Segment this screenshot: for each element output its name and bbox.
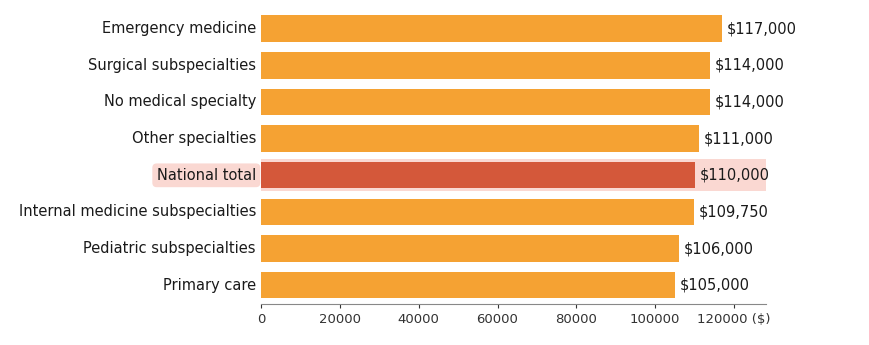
Bar (261, 199, 693, 225)
Text: Emergency medicine: Emergency medicine (102, 21, 255, 36)
Text: $105,000: $105,000 (679, 278, 749, 293)
Bar (261, 16, 721, 42)
Text: $114,000: $114,000 (714, 95, 784, 109)
Text: National total: National total (156, 168, 255, 183)
Text: Other specialties: Other specialties (131, 131, 255, 146)
Text: Surgical subspecialties: Surgical subspecialties (88, 58, 255, 73)
Bar (261, 162, 693, 188)
Text: $114,000: $114,000 (714, 58, 784, 73)
Text: $109,750: $109,750 (698, 205, 767, 219)
Text: $111,000: $111,000 (702, 131, 773, 146)
Text: Primary care: Primary care (163, 278, 255, 293)
Bar (261, 89, 710, 115)
Text: Internal medicine subspecialties: Internal medicine subspecialties (18, 205, 255, 219)
Text: $110,000: $110,000 (699, 168, 768, 183)
Bar (261, 126, 698, 152)
Text: No medical specialty: No medical specialty (103, 95, 255, 109)
Bar (261, 159, 765, 191)
Bar (261, 52, 710, 79)
Text: $106,000: $106,000 (683, 241, 753, 256)
Bar (261, 235, 678, 262)
Text: $117,000: $117,000 (726, 21, 796, 36)
Bar (261, 272, 674, 298)
Text: Pediatric subspecialties: Pediatric subspecialties (83, 241, 255, 256)
